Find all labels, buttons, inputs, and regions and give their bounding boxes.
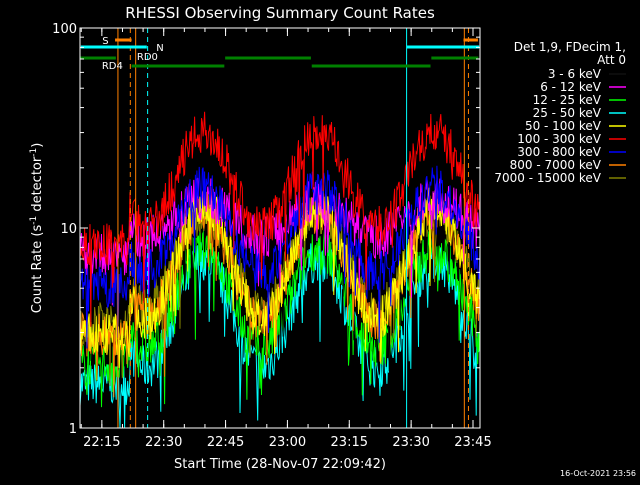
x-tick-label-4: 23:15	[331, 435, 368, 450]
legend-label-3: 25 - 50 keV	[533, 106, 602, 120]
legend-label-6: 300 - 800 keV	[517, 145, 601, 159]
saa-marker-label: S	[102, 36, 108, 47]
x-tick-label-5: 23:30	[392, 435, 429, 450]
plot-layer	[79, 111, 481, 429]
legend-label-4: 50 - 100 keV	[525, 119, 602, 133]
rd4-marker-label: RD4	[102, 61, 123, 72]
y-axis-label: Count Rate (s-1 detector-1)	[29, 143, 45, 314]
night-marker-label: N	[156, 43, 163, 54]
legend-label-8: 7000 - 15000 keV	[494, 171, 601, 185]
y-tick-label-0: 1	[69, 422, 77, 437]
legend-header-line1: Det 1,9, FDecim 1,	[514, 40, 626, 54]
legend-label-5: 100 - 300 keV	[517, 132, 601, 146]
x-axis-label: Start Time (28-Nov-07 22:09:42)	[174, 457, 386, 472]
series-line-6	[79, 165, 481, 349]
legend-label-0: 3 - 6 keV	[548, 67, 602, 81]
rd0-marker-label: RD0	[137, 52, 158, 63]
series-line-4	[79, 185, 481, 368]
y-tick-label-1: 10	[60, 222, 77, 237]
legend-label-1: 6 - 12 keV	[540, 80, 602, 94]
x-tick-label-2: 22:45	[207, 435, 244, 450]
legend-label-7: 800 - 7000 keV	[510, 158, 602, 172]
legend-label-2: 12 - 25 keV	[533, 93, 602, 107]
x-tick-label-1: 22:30	[145, 435, 182, 450]
x-tick-label-0: 22:15	[83, 435, 120, 450]
y-tick-label-2: 100	[52, 22, 77, 37]
generation-timestamp: 16-Oct-2021 23:56	[560, 469, 636, 478]
x-tick-label-3: 23:00	[269, 435, 306, 450]
x-tick-label-6: 23:45	[454, 435, 491, 450]
legend-header-line2: Att 0	[597, 53, 626, 67]
chart-title: RHESSI Observing Summary Count Rates	[125, 4, 435, 22]
series-line-5	[79, 111, 481, 327]
axes-layer: 22:15 22:30 22:45 23:00 23:15 23:30 23:45 1 10 10…	[52, 22, 492, 450]
